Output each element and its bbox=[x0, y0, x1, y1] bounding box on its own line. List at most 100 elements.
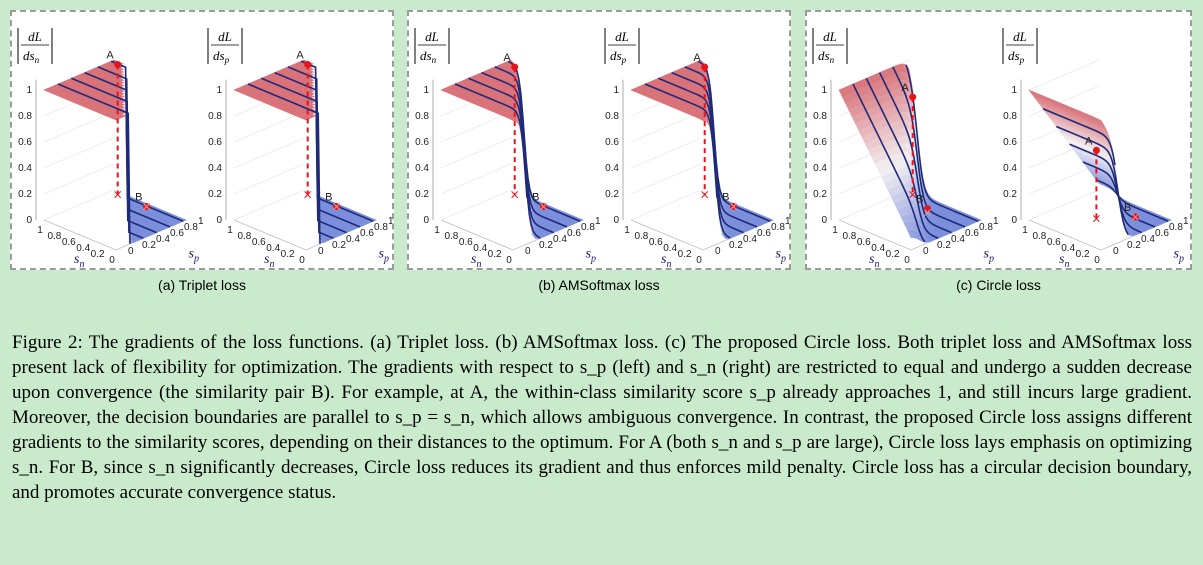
z-tick-label: 0 bbox=[26, 215, 32, 226]
sp-tick-label: 0.2 bbox=[937, 240, 951, 251]
z-tick-label: 0.4 bbox=[208, 163, 222, 174]
axis-name-sp: sp bbox=[189, 247, 199, 265]
point-a-cross: × bbox=[303, 188, 313, 202]
sn-tick-label: 0.2 bbox=[91, 249, 105, 260]
ds-label: dsp bbox=[1008, 48, 1025, 65]
sn-tick-label: 0.4 bbox=[871, 243, 885, 254]
point-b-marker bbox=[143, 203, 150, 210]
sp-tick-label: 0.8 bbox=[1169, 222, 1183, 233]
point-a-marker bbox=[701, 63, 709, 71]
sp-tick-label: 0.6 bbox=[757, 228, 771, 239]
point-b-label: B bbox=[1124, 202, 1131, 214]
sn-tick-label: 0.8 bbox=[1032, 231, 1046, 242]
dl-label: dL bbox=[1013, 29, 1027, 44]
level-curve bbox=[671, 71, 744, 234]
z-tick-label: 1 bbox=[1011, 85, 1017, 96]
panel-triplet: 0 0.2 0.4 0.6 0.8 1 A × B × 1 0 0.8 0.2 0.6 0.4 0.4 0.6 0.… bbox=[10, 10, 394, 270]
plot-amsoftmax-p: 00.20.40.60.81A× B×100.80.20.6 0.40.40.60.… bbox=[604, 28, 791, 270]
surface-patch bbox=[907, 229, 915, 239]
z-tick-label: 0.6 bbox=[1003, 137, 1017, 148]
z-tick-label: 0.6 bbox=[605, 137, 619, 148]
level-curve bbox=[1042, 107, 1116, 166]
point-a-cross: × bbox=[700, 188, 710, 202]
point-b-cross: × bbox=[728, 200, 738, 214]
dl-label: dL bbox=[425, 29, 439, 44]
point-b-label: B bbox=[325, 192, 332, 204]
axis-name-sn: sn bbox=[869, 252, 879, 270]
z-tick-label: 0.6 bbox=[208, 137, 222, 148]
sn-tick-label: 0 bbox=[506, 255, 512, 266]
point-a-label: A bbox=[901, 82, 909, 94]
sp-tick-label: 1 bbox=[785, 216, 791, 227]
z-tick-label: 0.4 bbox=[1003, 163, 1017, 174]
ds-label: dsn bbox=[420, 48, 437, 65]
sn-tick-label: 0.4 bbox=[266, 243, 280, 254]
point-a-label: A bbox=[1085, 135, 1093, 147]
sn-tick-label: 0 bbox=[696, 255, 702, 266]
point-b-marker bbox=[730, 202, 737, 210]
sn-tick-label: 0.4 bbox=[663, 243, 677, 254]
sp-tick-label: 0.2 bbox=[332, 240, 346, 251]
level-curve bbox=[84, 71, 157, 234]
z-tick-label: 0.2 bbox=[605, 189, 619, 200]
triplet-plots: 00.20.40.60.81A× B×100.80.20.6 0.40.40.60.… bbox=[17, 28, 392, 270]
sn-tick-label: 0.8 bbox=[634, 231, 648, 242]
grid-line bbox=[440, 137, 512, 169]
caption-text: The gradients of the loss functions. (a)… bbox=[12, 332, 1192, 503]
z-tick-label: 0.8 bbox=[18, 111, 32, 122]
sn-tick-label: 0.6 bbox=[649, 237, 663, 248]
ds-label: dsp bbox=[610, 48, 627, 65]
point-b-label: B bbox=[916, 194, 923, 206]
sn-tick-label: 0.6 bbox=[857, 237, 871, 248]
dl-label: dL bbox=[823, 29, 837, 44]
plot-circle-n: 00.20.40.60.81 A×B×100.80.20.6 0.40.40.60.… bbox=[812, 28, 999, 270]
axis-name-sp: sp bbox=[984, 247, 994, 265]
grid-line bbox=[43, 163, 115, 195]
point-a-marker bbox=[114, 61, 122, 68]
grid-line bbox=[233, 111, 305, 143]
grid-line bbox=[233, 163, 305, 195]
z-tick-label: 1 bbox=[821, 85, 827, 96]
sp-tick-label: 0.4 bbox=[743, 234, 757, 245]
level-curve bbox=[657, 77, 731, 239]
z-tick-label: 0.8 bbox=[813, 111, 827, 122]
ds-label: dsp bbox=[213, 48, 230, 65]
level-curve bbox=[494, 66, 568, 228]
grid-line bbox=[440, 189, 512, 221]
sn-tick-label: 1 bbox=[434, 225, 440, 236]
point-a-marker bbox=[511, 63, 519, 71]
sp-tick-label: 0.8 bbox=[184, 222, 198, 233]
point-a-cross: × bbox=[908, 188, 918, 202]
sn-tick-label: 0.8 bbox=[444, 231, 458, 242]
sp-tick-label: 1 bbox=[198, 216, 204, 227]
subcaption-amsoftmax: (b) AMSoftmax loss bbox=[538, 277, 660, 293]
figure-caption: Figure 2: The gradients of the loss func… bbox=[12, 330, 1192, 505]
axis-name-sn: sn bbox=[661, 252, 671, 270]
sp-tick-label: 0.6 bbox=[170, 228, 184, 239]
point-a-label: A bbox=[296, 50, 304, 62]
figure-label: Figure 2: bbox=[12, 332, 83, 353]
level-curve bbox=[1095, 179, 1169, 222]
sn-tick-label: 0 bbox=[1094, 255, 1100, 266]
level-curve bbox=[274, 71, 347, 234]
level-curve bbox=[878, 72, 952, 234]
z-tick-label: 0 bbox=[613, 215, 619, 226]
sp-tick-label: 0.6 bbox=[1155, 228, 1169, 239]
sp-tick-label: 0 bbox=[318, 246, 324, 257]
sp-tick-label: 0.2 bbox=[142, 240, 156, 251]
point-b-cross: × bbox=[538, 200, 548, 214]
sp-tick-label: 0 bbox=[715, 246, 721, 257]
sp-tick-label: 0.4 bbox=[1141, 234, 1155, 245]
sp-tick-label: 1 bbox=[1183, 216, 1189, 227]
sn-tick-label: 0.2 bbox=[678, 249, 692, 260]
z-tick-label: 0 bbox=[423, 215, 429, 226]
sn-tick-label: 1 bbox=[1022, 225, 1028, 236]
sn-tick-label: 0.8 bbox=[237, 231, 251, 242]
amsoftmax-plots: 00.20.40.60.81A× B×100.80.20.6 0.40.40.60.… bbox=[414, 28, 791, 270]
level-curve bbox=[852, 83, 926, 243]
point-b-cross: × bbox=[1130, 210, 1140, 224]
z-tick-label: 0.4 bbox=[415, 163, 429, 174]
dl-label: dL bbox=[28, 29, 42, 44]
axis-name-sn: sn bbox=[264, 252, 274, 270]
point-b-label: B bbox=[532, 191, 539, 203]
